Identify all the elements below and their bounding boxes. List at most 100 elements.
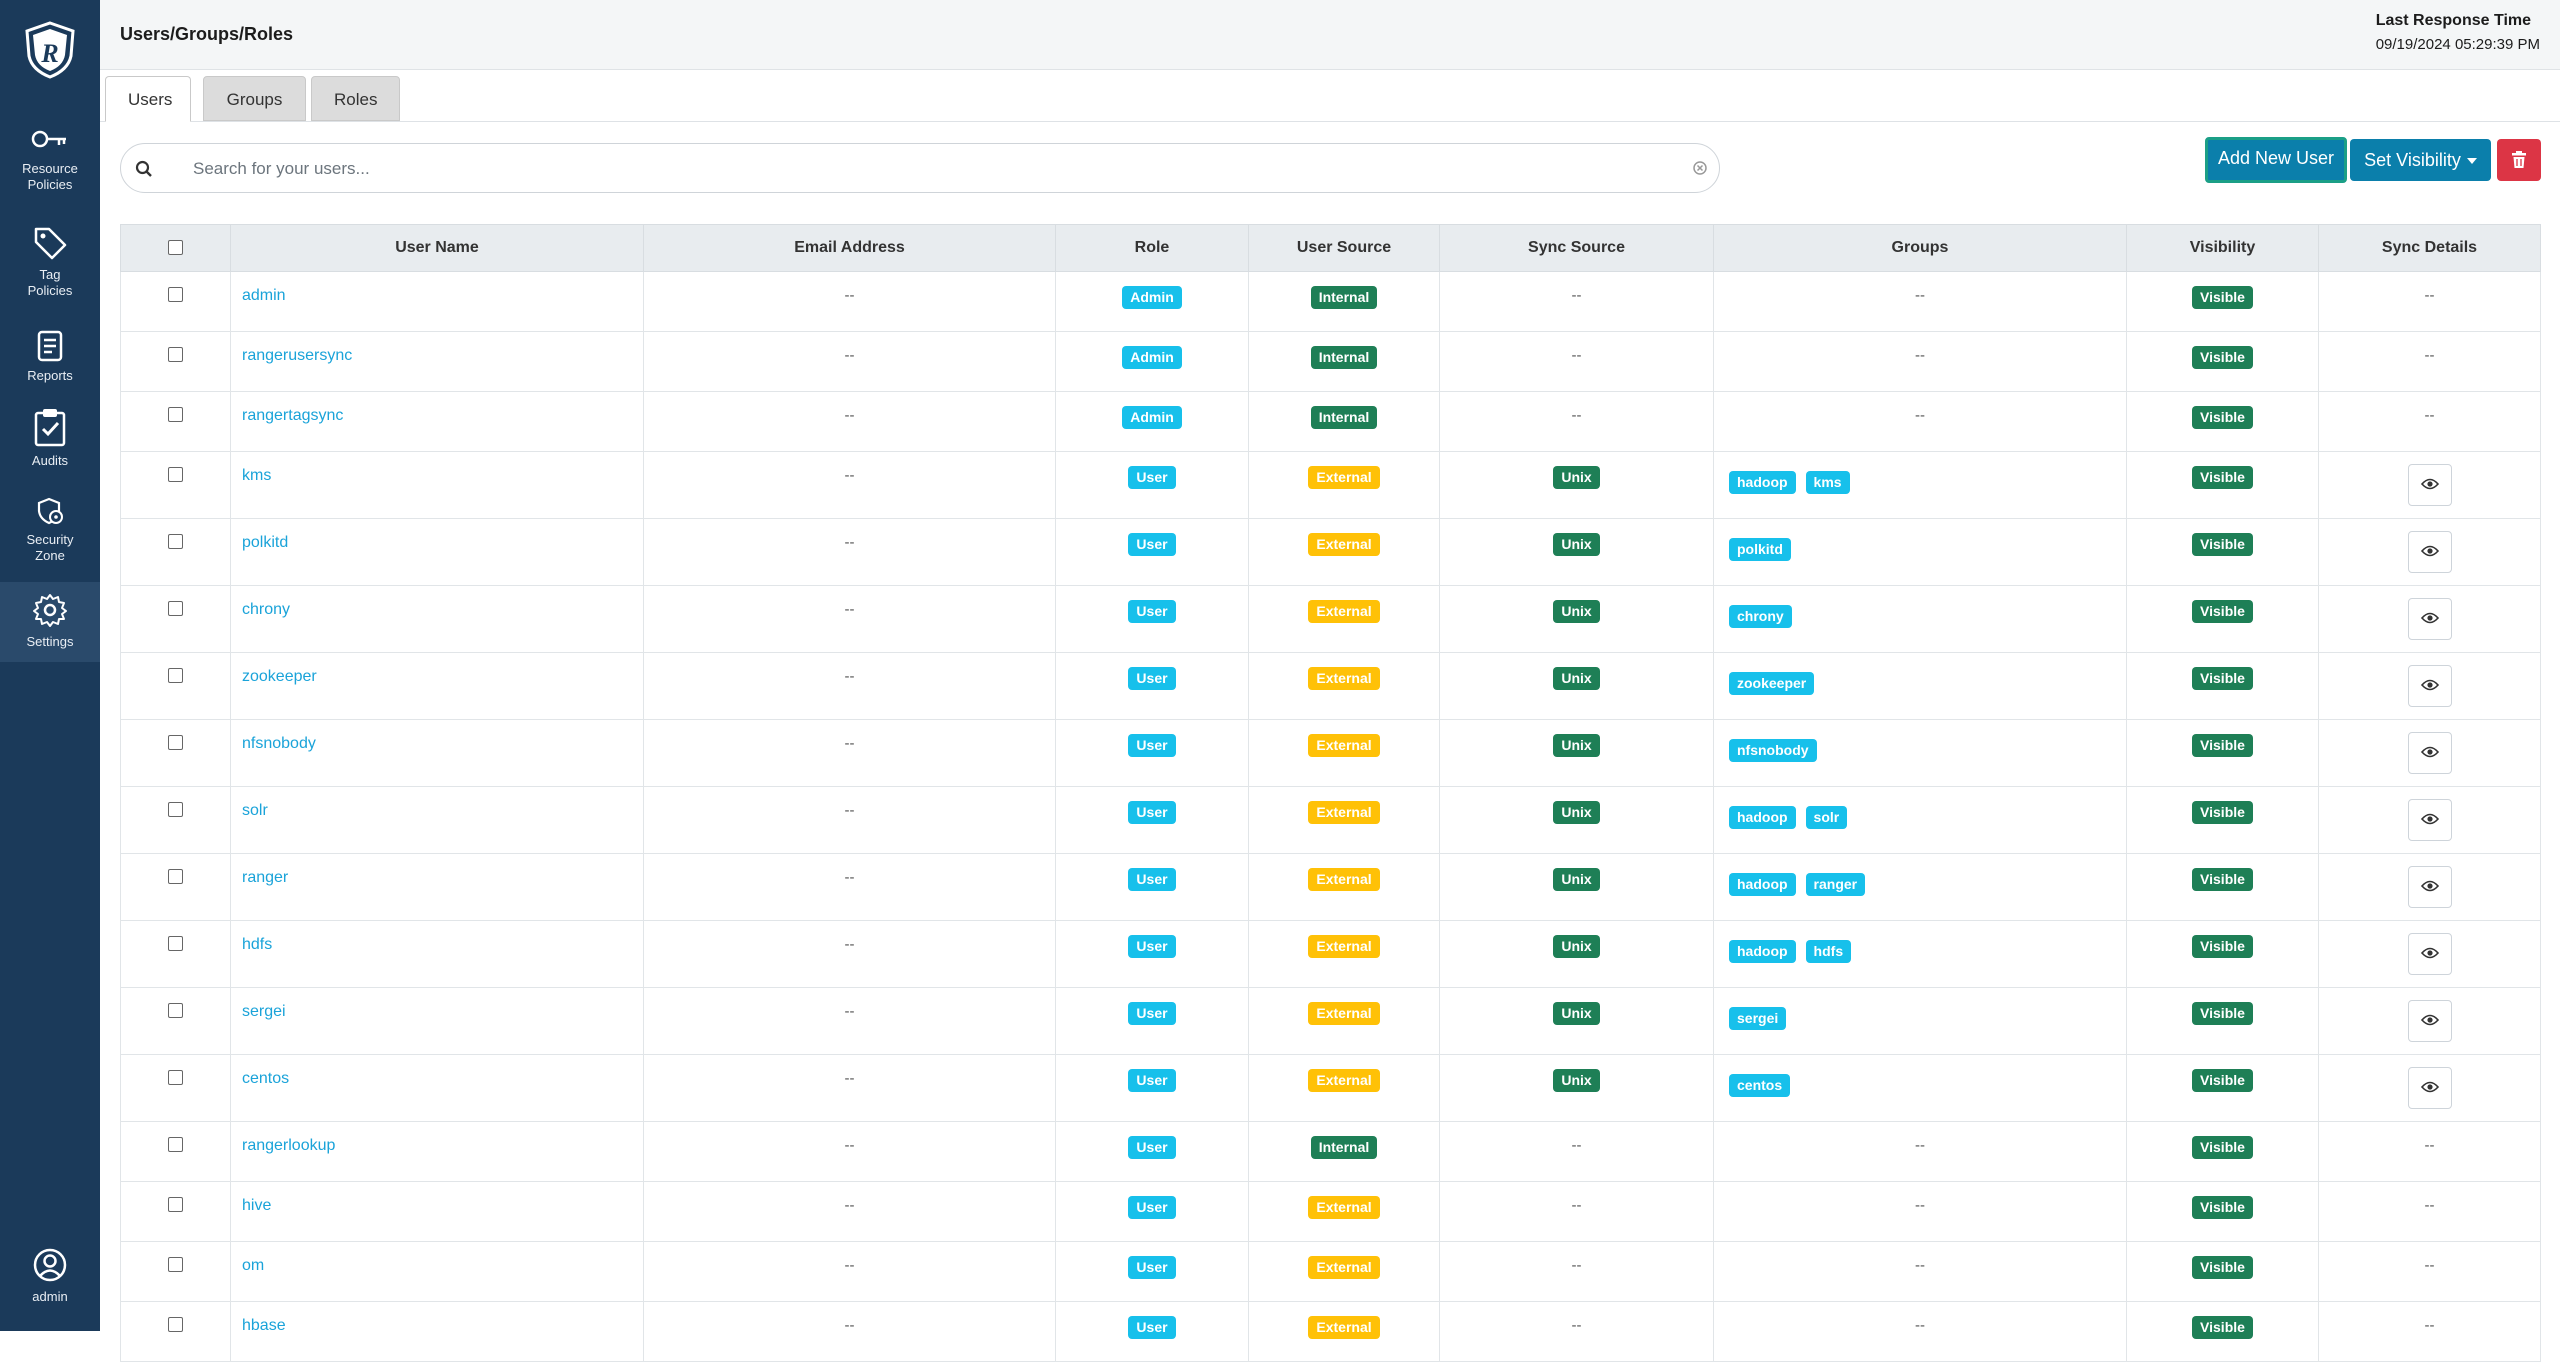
eye-icon xyxy=(2420,679,2439,691)
row-checkbox[interactable] xyxy=(168,1257,183,1272)
user-source-cell: External xyxy=(1248,719,1440,787)
groups-cell: hadoop solr xyxy=(1713,786,2127,854)
visibility-badge: Visible xyxy=(2192,1069,2253,1092)
user-name-link[interactable]: om xyxy=(242,1257,265,1274)
user-name-link[interactable]: zookeeper xyxy=(242,668,317,685)
visibility-badge: Visible xyxy=(2192,868,2253,891)
sidebar-item-audits[interactable]: Audits xyxy=(0,407,100,469)
set-visibility-button[interactable]: Set Visibility xyxy=(2350,139,2491,181)
user-name-link[interactable]: chrony xyxy=(242,601,291,618)
user-source-badge: External xyxy=(1308,1196,1380,1219)
col-sync-source: Sync Source xyxy=(1439,224,1714,272)
sidebar-item-settings[interactable]: Settings xyxy=(0,582,100,662)
sidebar-user-menu[interactable]: admin xyxy=(0,1247,100,1305)
sync-details-cell xyxy=(2318,786,2541,854)
row-checkbox[interactable] xyxy=(168,936,183,951)
sidebar-item-resource-policies[interactable]: Resource Policies xyxy=(0,125,100,193)
eye-icon xyxy=(2420,612,2439,624)
sidebar-item-security-zone[interactable]: Security Zone xyxy=(0,496,100,564)
sync-details-button[interactable] xyxy=(2407,464,2452,506)
row-checkbox[interactable] xyxy=(168,869,183,884)
add-new-user-button[interactable]: Add New User xyxy=(2205,137,2347,183)
row-checkbox[interactable] xyxy=(168,347,183,362)
tab-groups[interactable]: Groups xyxy=(203,76,306,121)
search-input[interactable] xyxy=(191,154,1655,184)
tab-users[interactable]: Users xyxy=(105,76,191,122)
row-checkbox[interactable] xyxy=(168,1003,183,1018)
ranger-logo-icon[interactable]: R xyxy=(22,20,78,80)
sync-details-button[interactable] xyxy=(2407,1000,2452,1042)
sync-source-badge: Unix xyxy=(1553,533,1600,556)
user-name-link[interactable]: hdfs xyxy=(242,936,273,953)
user-source-cell: Internal xyxy=(1248,391,1440,452)
row-checkbox[interactable] xyxy=(168,1070,183,1085)
row-checkbox[interactable] xyxy=(168,1317,183,1332)
sync-details-cell xyxy=(2318,518,2541,586)
row-checkbox[interactable] xyxy=(168,287,183,302)
eye-icon xyxy=(2420,545,2439,557)
sync-details-button[interactable] xyxy=(2407,598,2452,640)
user-name-link[interactable]: solr xyxy=(242,802,268,819)
row-checkbox[interactable] xyxy=(168,407,183,422)
col-email-address: Email Address xyxy=(643,224,1056,272)
sidebar-item-reports[interactable]: Reports xyxy=(0,330,100,384)
user-name-link[interactable]: rangerusersync xyxy=(242,347,353,364)
tab-roles[interactable]: Roles xyxy=(311,76,400,121)
col-user-name[interactable]: User Name xyxy=(230,224,644,272)
delete-button[interactable] xyxy=(2497,139,2541,181)
user-name-link[interactable]: rangertagsync xyxy=(242,407,344,424)
role-cell: Admin xyxy=(1055,331,1249,392)
user-name-link[interactable]: nfsnobody xyxy=(242,735,316,752)
role-cell: User xyxy=(1055,920,1249,988)
clear-search-icon[interactable] xyxy=(1693,161,1707,175)
row-checkbox[interactable] xyxy=(168,1197,183,1212)
user-name-link[interactable]: kms xyxy=(242,467,272,484)
sync-details-button[interactable] xyxy=(2407,1067,2452,1109)
visibility-cell: Visible xyxy=(2126,853,2319,921)
user-name-link[interactable]: polkitd xyxy=(242,534,289,551)
row-checkbox[interactable] xyxy=(168,601,183,616)
sync-details-button[interactable] xyxy=(2407,665,2452,707)
select-all-checkbox[interactable] xyxy=(168,240,183,255)
user-name-link[interactable]: ranger xyxy=(242,869,289,886)
row-checkbox[interactable] xyxy=(168,668,183,683)
sidebar-item-tag-policies[interactable]: Tag Policies xyxy=(0,225,100,299)
sync-source-value: -- xyxy=(1571,1317,1582,1334)
role-cell: User xyxy=(1055,786,1249,854)
email-cell: -- xyxy=(643,1301,1056,1362)
eye-icon xyxy=(2420,1081,2439,1093)
sync-details-button[interactable] xyxy=(2407,933,2452,975)
sync-details-button[interactable] xyxy=(2407,531,2452,573)
user-name-link[interactable]: rangerlookup xyxy=(242,1137,336,1154)
row-checkbox[interactable] xyxy=(168,1137,183,1152)
user-name-link[interactable]: sergei xyxy=(242,1003,286,1020)
role-badge: User xyxy=(1128,1002,1176,1025)
email-value: -- xyxy=(844,287,855,304)
sync-source-cell: -- xyxy=(1439,331,1714,392)
row-checkbox[interactable] xyxy=(168,802,183,817)
visibility-badge: Visible xyxy=(2192,935,2253,958)
email-cell: -- xyxy=(643,585,1056,653)
row-checkbox[interactable] xyxy=(168,735,183,750)
email-cell: -- xyxy=(643,518,1056,586)
groups-cell: hadoop hdfs xyxy=(1713,920,2127,988)
sync-details-button[interactable] xyxy=(2407,866,2452,908)
sidebar-item-label: Tag Policies xyxy=(27,267,73,298)
sidebar-item-label: Reports xyxy=(27,368,73,383)
user-name-link[interactable]: centos xyxy=(242,1070,290,1087)
role-badge: User xyxy=(1128,935,1176,958)
row-checkbox[interactable] xyxy=(168,534,183,549)
user-name-link[interactable]: hive xyxy=(242,1197,272,1214)
sync-details-button[interactable] xyxy=(2407,799,2452,841)
user-name-link[interactable]: admin xyxy=(242,287,286,304)
sync-details-button[interactable] xyxy=(2407,732,2452,774)
user-name-cell: hbase xyxy=(230,1301,644,1362)
email-value: -- xyxy=(844,869,855,886)
email-value: -- xyxy=(844,601,855,618)
user-name-link[interactable]: hbase xyxy=(242,1317,286,1334)
user-source-badge: External xyxy=(1308,1002,1380,1025)
sync-source-cell: -- xyxy=(1439,271,1714,332)
row-checkbox[interactable] xyxy=(168,467,183,482)
sync-details-value: -- xyxy=(2424,287,2435,304)
email-value: -- xyxy=(844,407,855,424)
